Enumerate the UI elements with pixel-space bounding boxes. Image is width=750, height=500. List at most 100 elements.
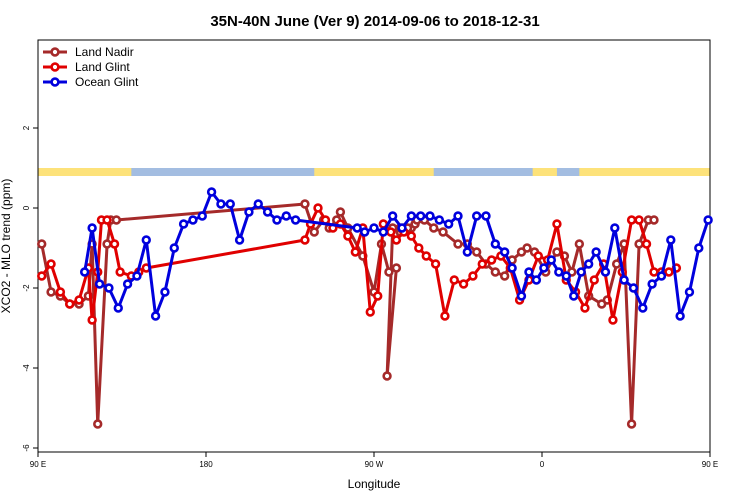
x-axis-label: Longitude [348,477,401,491]
land-band-segment [579,168,710,176]
legend-swatch-marker [50,47,60,57]
data-point [335,207,346,217]
land-band-segment [314,168,434,176]
data-point [300,199,310,209]
data-point [160,287,170,297]
data-point [539,263,549,273]
land-band-segment [38,168,132,176]
y-tick-label: 2 [22,125,31,130]
data-point [406,211,417,221]
data-point [391,263,402,273]
data-point [449,275,459,285]
data-point [46,287,56,297]
data-point [74,295,84,305]
land-band-segment [532,168,557,176]
data-point [628,283,639,293]
data-point [384,267,394,277]
data-point [378,227,389,237]
data-point [471,211,482,221]
data-point [638,303,648,313]
data-point [468,271,478,281]
data-point [37,271,47,281]
data-point [244,207,254,217]
data-point [65,299,75,309]
x-tick-label: 0 [540,460,545,469]
data-point [253,199,263,209]
data-point [391,235,402,245]
data-point [481,211,491,221]
land-ocean-band [38,168,710,176]
data-point [421,251,431,261]
data-point [225,199,235,209]
data-point [634,215,644,225]
data-point [132,271,142,281]
data-point [169,243,179,253]
data-point [490,239,501,249]
data-point [533,251,543,261]
data-point [272,215,282,225]
data-point [641,239,652,249]
data-point [109,239,120,249]
data-point [471,247,482,257]
data-point [369,223,379,233]
data-point [453,211,463,221]
series-layer [37,187,713,429]
data-point [111,215,122,225]
data-point [675,311,685,321]
data-point [281,211,291,221]
data-point [580,303,590,313]
data-point [576,267,586,277]
data-point [113,303,123,313]
data-point [552,219,562,229]
data-point [300,235,310,245]
data-point [352,223,362,233]
data-point [382,371,392,381]
data-point [694,243,704,253]
data-point [583,259,594,269]
data-point [37,239,47,249]
data-point [79,267,90,277]
data-point [93,419,103,429]
plot-frame [37,39,711,453]
data-point [414,243,424,253]
data-point [552,247,562,257]
data-point [546,255,557,265]
series-line [83,190,710,318]
legend-swatch-marker [50,62,60,72]
data-point [574,239,585,249]
data-point [87,223,97,233]
data-point [309,227,319,237]
y-tick-label: -6 [22,444,31,452]
y-tick-label: -4 [22,364,31,372]
data-point [477,259,487,269]
data-point [626,419,637,429]
data-point [55,287,66,297]
data-point [104,283,114,293]
x-tick-label: 90 W [365,460,384,469]
data-point [524,267,534,277]
data-point [591,247,601,257]
data-point [649,215,659,225]
data-point [387,211,398,221]
data-point [216,199,226,209]
legend-label: Land Glint [75,60,130,74]
data-point [313,203,323,213]
data-point [608,315,618,325]
data-point [626,215,637,225]
data-point [115,267,125,277]
data-point [522,243,532,253]
data-point [666,235,676,245]
series-land-glint [37,203,682,325]
data-point [561,271,571,281]
data-point [87,315,97,325]
data-point [365,307,375,317]
x-axis: 90 E 180 90 W 0 90 E [30,452,718,469]
chart-title: 35N-40N June (Ver 9) 2014-09-06 to 2018-… [210,13,539,30]
legend-item: Land Nadir [43,45,134,59]
data-point [197,211,207,221]
data-point [290,215,301,225]
data-point [619,275,629,285]
data-point [554,267,564,277]
